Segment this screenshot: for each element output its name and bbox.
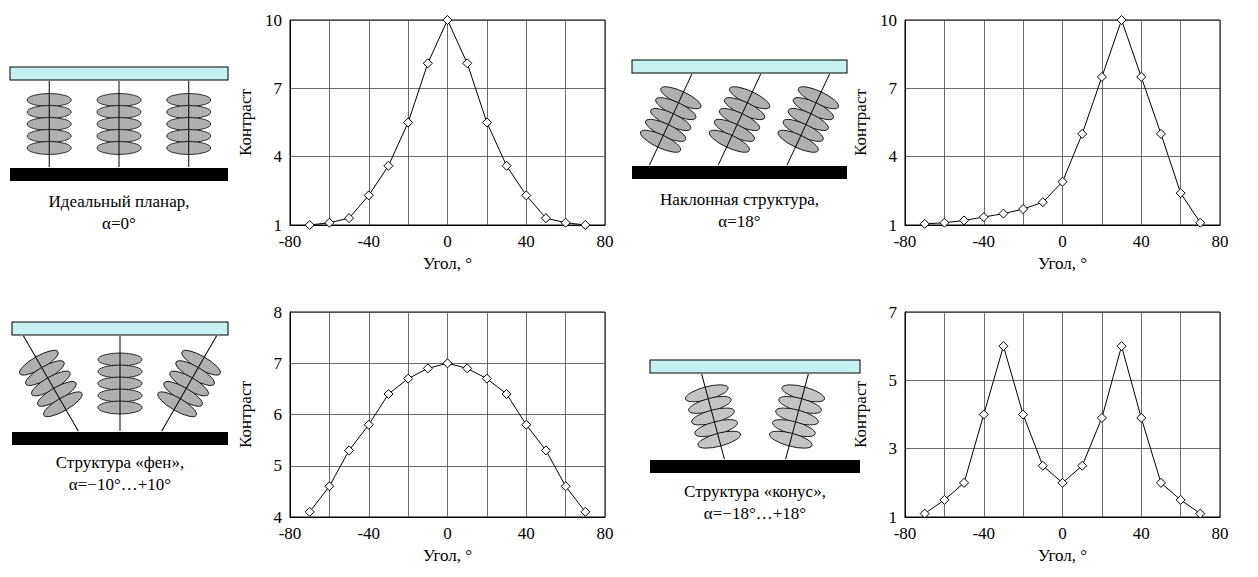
svg-text:Наклонная структура,: Наклонная структура,	[660, 190, 819, 209]
svg-text:0: 0	[443, 524, 452, 543]
svg-text:40: 40	[518, 232, 535, 251]
svg-text:8: 8	[274, 303, 283, 322]
svg-text:80: 80	[1212, 524, 1229, 543]
svg-text:80: 80	[597, 232, 614, 251]
svg-text:5: 5	[274, 456, 283, 475]
svg-text:1: 1	[273, 215, 282, 235]
svg-text:10: 10	[880, 11, 897, 30]
svg-text:4: 4	[889, 147, 898, 166]
svg-text:7: 7	[889, 79, 898, 98]
svg-text:Угол, °: Угол, °	[423, 546, 472, 565]
svg-text:Структура «конус»,: Структура «конус»,	[684, 482, 826, 501]
svg-text:-40: -40	[972, 232, 995, 251]
svg-text:10: 10	[265, 11, 282, 30]
svg-text:Идеальный планар,: Идеальный планар,	[49, 192, 190, 211]
svg-text:-40: -40	[357, 524, 380, 543]
svg-text:40: 40	[1133, 524, 1150, 543]
svg-text:-80: -80	[279, 232, 302, 251]
svg-text:Контраст: Контраст	[851, 89, 870, 156]
svg-text:40: 40	[518, 524, 535, 543]
svg-text:7: 7	[274, 79, 283, 98]
svg-text:80: 80	[1212, 232, 1229, 251]
svg-text:0: 0	[1058, 524, 1067, 543]
svg-text:-40: -40	[972, 524, 995, 543]
svg-text:Структура «фен»,: Структура «фен»,	[56, 453, 184, 472]
svg-text:Контраст: Контраст	[236, 381, 255, 448]
svg-text:-80: -80	[894, 232, 917, 251]
svg-text:0: 0	[443, 232, 452, 251]
svg-text:7: 7	[274, 354, 283, 373]
svg-text:Угол, °: Угол, °	[1038, 254, 1087, 273]
svg-text:Контраст: Контраст	[851, 381, 870, 448]
svg-text:1: 1	[888, 215, 897, 235]
svg-text:80: 80	[597, 524, 614, 543]
svg-text:4: 4	[274, 147, 283, 166]
svg-text:-80: -80	[894, 524, 917, 543]
svg-text:Угол, °: Угол, °	[423, 254, 472, 273]
svg-text:40: 40	[1133, 232, 1150, 251]
svg-text:-80: -80	[279, 524, 302, 543]
svg-text:4: 4	[273, 507, 282, 527]
svg-text:Угол, °: Угол, °	[1038, 546, 1087, 565]
svg-text:0: 0	[1058, 232, 1067, 251]
svg-text:α=0°: α=0°	[102, 214, 136, 233]
svg-text:5: 5	[889, 371, 898, 390]
svg-text:1: 1	[888, 507, 897, 527]
svg-text:α=−18°…+18°: α=−18°…+18°	[704, 504, 806, 523]
svg-text:Контраст: Контраст	[236, 89, 255, 156]
svg-text:6: 6	[274, 405, 283, 424]
svg-text:α=18°: α=18°	[718, 212, 760, 231]
svg-text:3: 3	[889, 439, 898, 458]
svg-text:7: 7	[889, 303, 898, 322]
svg-text:α=−10°…+10°: α=−10°…+10°	[69, 475, 171, 494]
svg-text:-40: -40	[357, 232, 380, 251]
